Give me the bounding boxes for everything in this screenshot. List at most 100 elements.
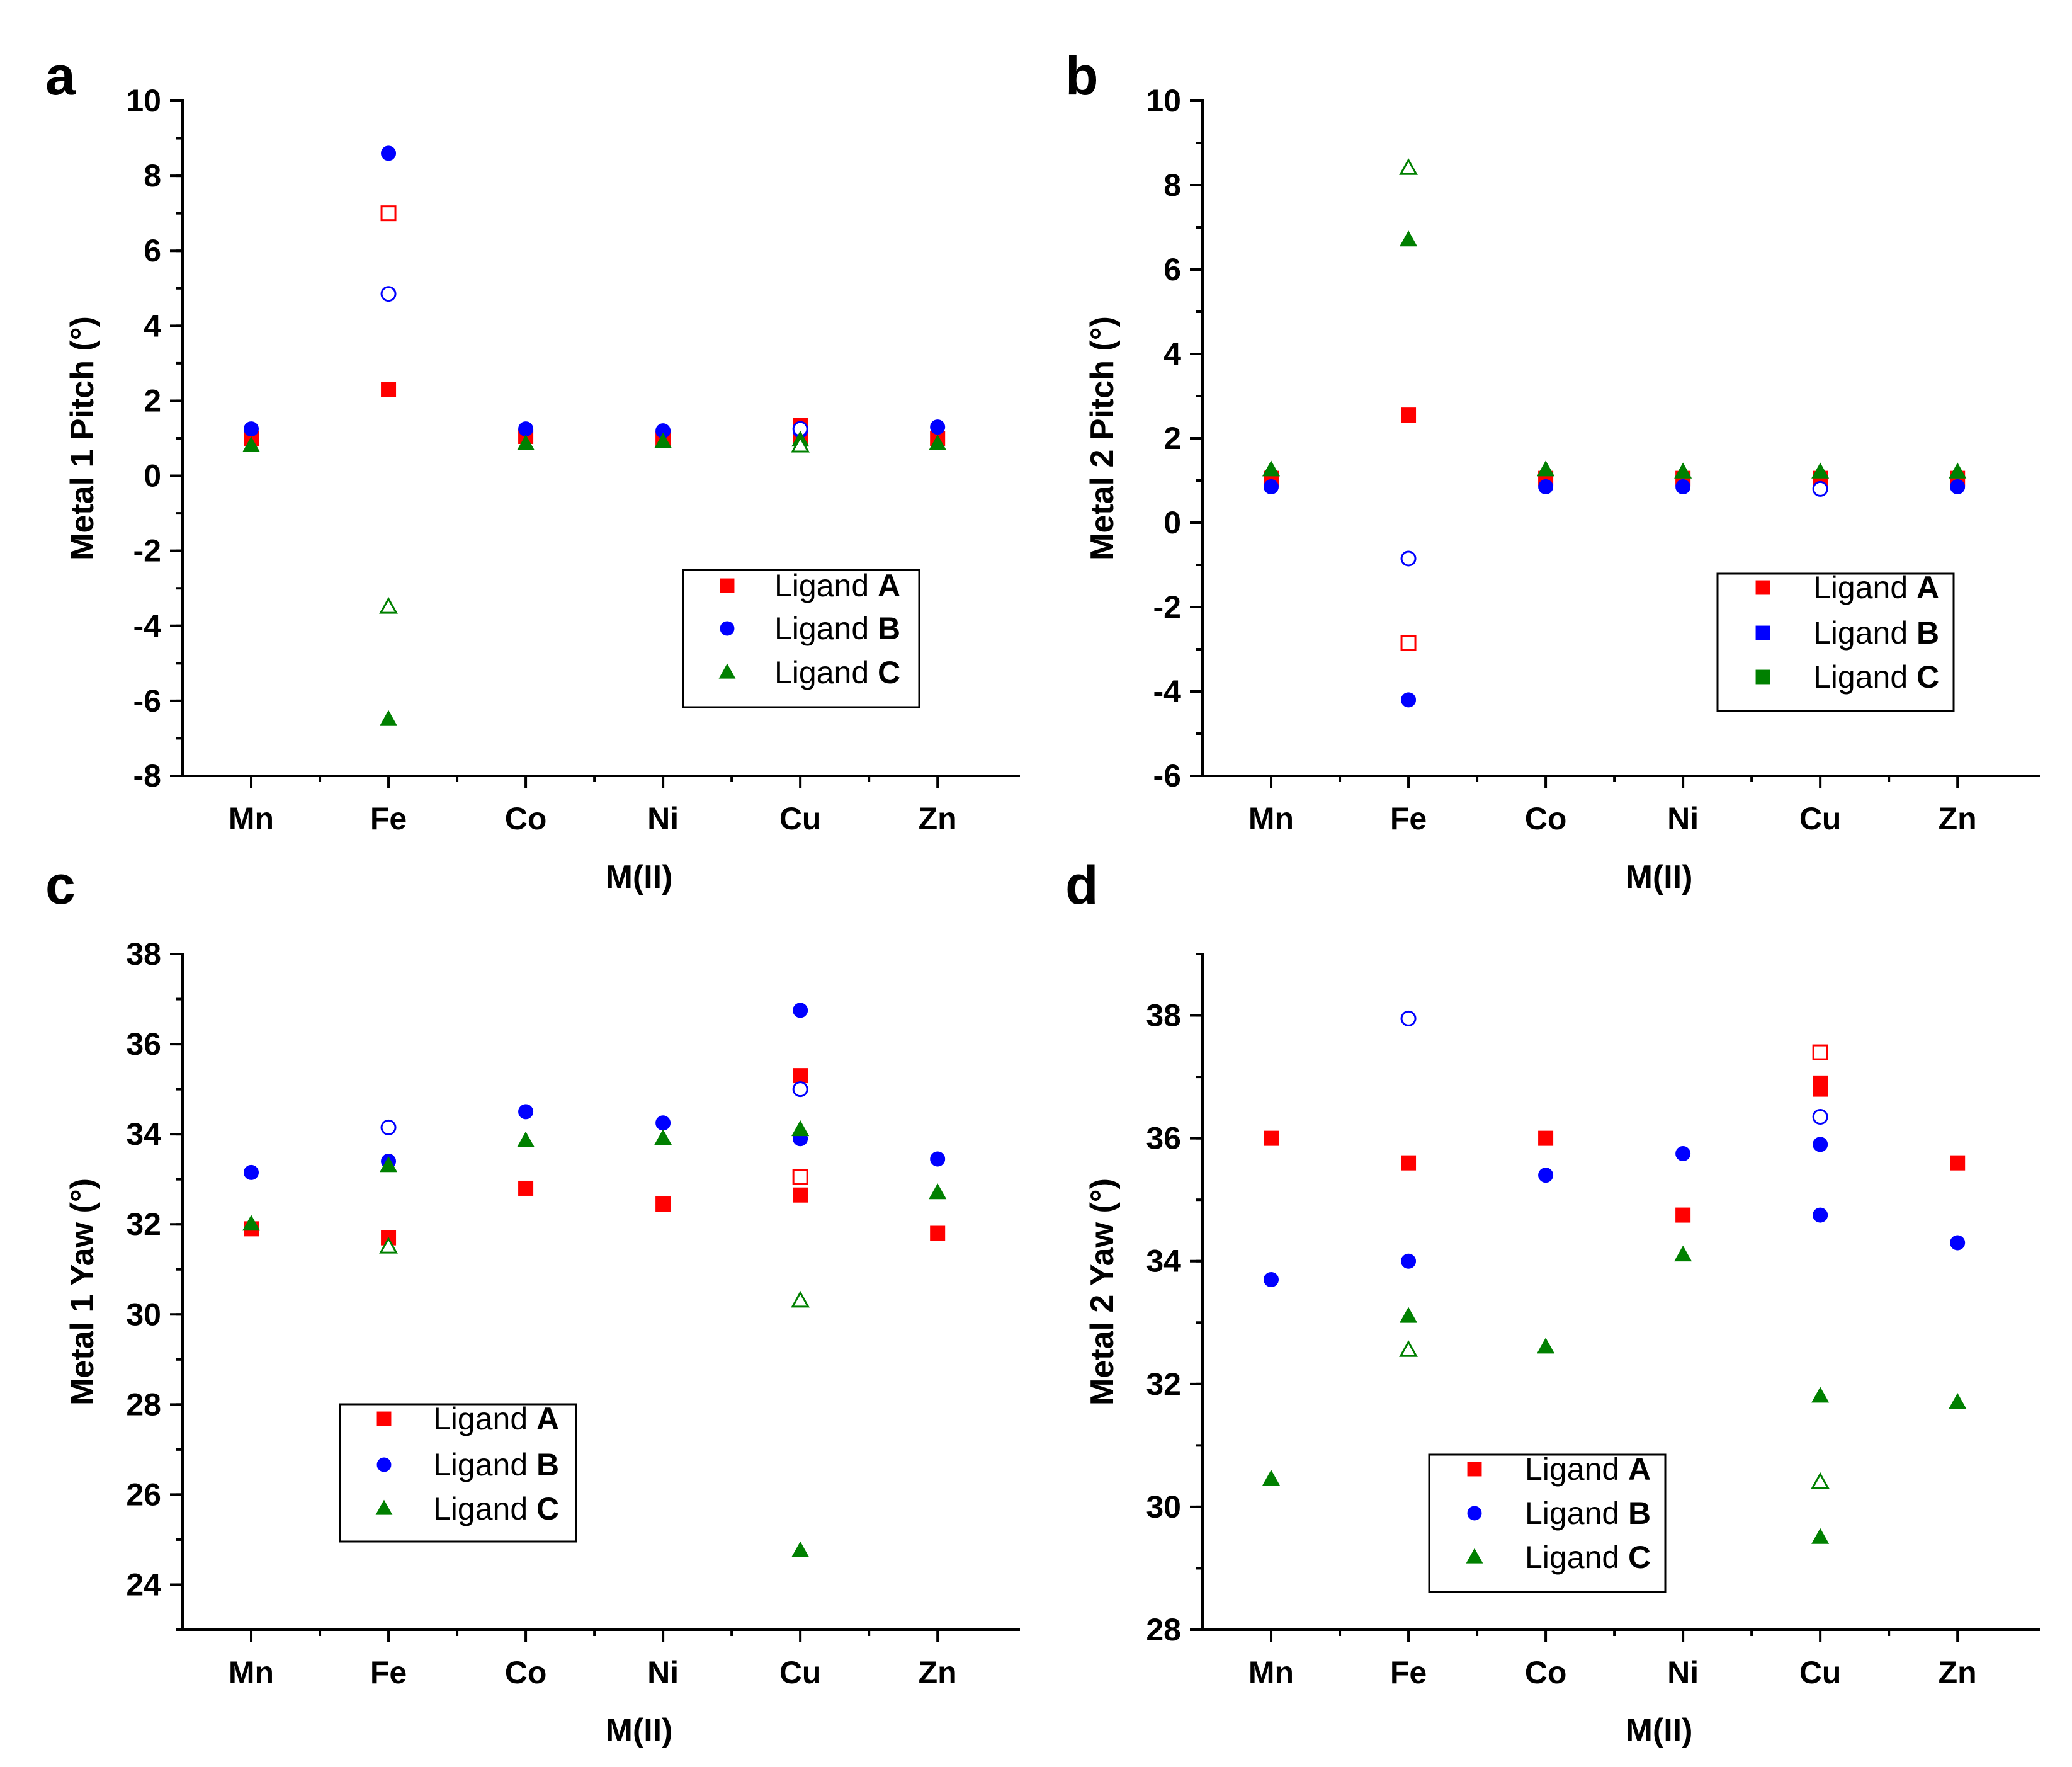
panel-d: d 28 30 32 34 36 38 Mn Fe Co Ni Cu Zn M(II) Metal 2 Ya… [1065,855,2040,1749]
x-tick-label: Mn [229,801,274,836]
legend-label-prefix: Ligand [1525,1496,1628,1531]
x-tick-label: Fe [370,801,407,836]
legend-label-ligand-a: Ligand A [774,568,900,603]
y-axis-title: Metal 2 Yaw (°) [1084,1178,1121,1406]
y-tick-label: 8 [144,158,161,193]
legend-label-prefix: Ligand [1525,1452,1628,1487]
data-point-ligand-c [791,1120,810,1137]
data-point-ligand-b-open [792,1081,808,1098]
data-point-ligand-c [1399,1307,1418,1323]
data-point-ligand-c [1811,1387,1830,1403]
legend-label-prefix: Ligand [1813,659,1916,695]
x-tick-label: Mn [229,1655,274,1690]
legend-marker-ligand-a [1755,580,1770,595]
data-point-ligand-a-open [1812,1044,1828,1060]
y-tick-label: 32 [126,1207,161,1242]
y-tick-label: 28 [126,1387,161,1422]
data-point-ligand-c [517,1131,535,1147]
data-point-ligand-c [929,1183,947,1200]
x-tick-label: Mn [1248,801,1294,836]
legend-label-prefix: Ligand [433,1491,536,1526]
x-tick-label: Co [505,801,547,836]
x-tick-label: Ni [1667,1655,1699,1690]
y-tick-label: 38 [1146,998,1181,1033]
x-axis-title: M(II) [606,859,673,895]
legend-label-prefix: Ligand [433,1401,536,1436]
legend-label-letter: B [878,611,900,646]
legend-box [1716,572,1955,712]
legend-label-letter: A [1916,570,1939,605]
legend-label-prefix: Ligand [774,611,878,646]
data-point-ligand-b [1675,1146,1691,1162]
x-axis-title: M(II) [1626,1712,1693,1749]
legend-label-letter: C [1916,659,1939,695]
y-tick-label: 36 [1146,1121,1181,1156]
y-tick-label: 8 [1163,168,1181,203]
data-point-ligand-b [1813,1137,1828,1152]
x-tick-label: Zn [1939,801,1977,836]
legend-label-letter: B [1628,1496,1651,1531]
y-tick-label: 10 [1146,83,1181,118]
x-tick-label: Ni [647,1655,679,1690]
data-point-ligand-c-open [791,1290,810,1308]
data-point-ligand-a [1675,1207,1691,1223]
y-tick-label: 0 [1163,505,1181,540]
y-tick-label: -8 [133,758,161,793]
x-axis-title: M(II) [606,1712,673,1749]
data-point-ligand-c [379,1156,398,1173]
data-point-ligand-b [1538,479,1554,495]
legend-label-letter: C [878,655,900,690]
data-point-ligand-b [518,421,534,437]
legend-label-letter: A [878,568,900,603]
data-point-ligand-c [1674,462,1692,479]
data-point-ligand-a [1401,1155,1417,1171]
legend-marker-ligand-b [720,621,735,636]
data-point-ligand-b [1401,692,1417,708]
y-tick-label: 34 [126,1116,161,1152]
y-tick-label: 6 [1163,252,1181,287]
x-tick-label: Cu [779,801,822,836]
x-tick-label: Co [1525,1655,1567,1690]
data-point-ligand-b-open [1812,1108,1828,1125]
legend-label-ligand-a: Ligand A [1525,1452,1651,1487]
legend-label-letter: B [536,1447,559,1482]
y-tick-label: 4 [144,308,161,343]
x-tick-label: Co [505,1655,547,1690]
data-point-ligand-a-open [1400,635,1417,651]
y-tick-label: 24 [126,1567,161,1602]
legend-label-letter: A [1628,1452,1651,1487]
data-point-ligand-c [1949,462,1967,479]
legend-label-prefix: Ligand [1813,615,1916,651]
x-tick-label: Fe [1390,1655,1427,1690]
data-point-ligand-c [1811,462,1830,479]
data-point-ligand-b-open [1400,550,1417,567]
panel-letter: d [1065,855,1099,916]
legend-label-ligand-b: Ligand B [433,1447,559,1482]
y-tick-label: 0 [144,458,161,494]
data-point-ligand-b-open [1400,1010,1417,1026]
data-point-ligand-b-open [380,1119,397,1135]
y-axis-title: Metal 1 Yaw (°) [64,1178,101,1406]
data-point-ligand-b [244,1164,259,1180]
legend-label-letter: B [1916,615,1939,651]
x-tick-label: Co [1525,801,1567,836]
x-tick-label: Cu [1799,801,1842,836]
legend-marker-ligand-c [718,663,736,679]
data-point-ligand-a [1401,407,1417,423]
y-tick-label: -2 [1153,589,1181,625]
data-point-ligand-c [1949,1393,1967,1409]
data-point-ligand-a [930,1225,946,1241]
legend-marker-ligand-b [376,1457,392,1472]
legend-label-prefix: Ligand [1813,570,1916,605]
data-point-ligand-c-open [1399,158,1418,175]
y-tick-label: 30 [1146,1489,1181,1525]
data-point-ligand-c-open [379,1236,398,1254]
data-point-ligand-c [654,1129,672,1145]
legend-label-ligand-a: Ligand A [433,1401,559,1436]
legend-label-ligand-b: Ligand B [774,611,900,646]
y-tick-label: 28 [1146,1612,1181,1647]
legend-marker-ligand-a [376,1411,392,1426]
data-point-ligand-b [381,145,397,161]
legend-marker-ligand-c [375,1499,393,1515]
